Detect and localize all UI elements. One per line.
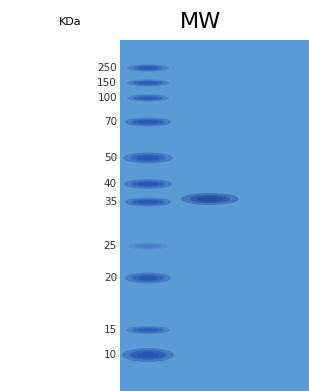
Ellipse shape [124,179,172,189]
Text: 50: 50 [104,153,117,163]
Ellipse shape [137,182,159,186]
Ellipse shape [133,95,163,100]
Ellipse shape [197,196,223,202]
Ellipse shape [131,181,165,188]
Ellipse shape [130,350,166,360]
Ellipse shape [132,199,164,205]
Text: 20: 20 [104,273,117,283]
Ellipse shape [138,97,158,100]
Bar [120,40,309,391]
Text: 10: 10 [104,350,117,360]
Ellipse shape [132,119,164,125]
Ellipse shape [133,81,163,86]
Ellipse shape [138,328,158,332]
Ellipse shape [138,66,158,70]
Ellipse shape [125,197,171,206]
Ellipse shape [138,200,158,204]
Ellipse shape [190,195,230,203]
Ellipse shape [128,242,168,249]
Ellipse shape [138,276,158,280]
Ellipse shape [133,66,163,70]
Text: 40: 40 [104,179,117,189]
Ellipse shape [122,348,174,362]
Ellipse shape [127,79,169,86]
Ellipse shape [139,244,157,248]
Ellipse shape [123,152,173,163]
Text: 250: 250 [97,63,117,73]
Ellipse shape [125,273,171,283]
Ellipse shape [136,352,160,358]
Ellipse shape [137,156,159,160]
Ellipse shape [127,95,169,102]
Ellipse shape [181,193,239,205]
Text: 35: 35 [104,197,117,207]
Ellipse shape [132,274,164,282]
Text: 70: 70 [104,117,117,127]
Ellipse shape [127,65,169,72]
Text: 100: 100 [97,93,117,103]
Ellipse shape [126,326,170,334]
Ellipse shape [130,154,166,162]
Ellipse shape [133,327,163,333]
Text: KDa: KDa [59,17,81,27]
Text: MW: MW [180,12,221,32]
Ellipse shape [125,118,171,127]
Ellipse shape [134,244,162,248]
Ellipse shape [138,81,158,84]
Text: 150: 150 [97,78,117,88]
Text: 25: 25 [104,241,117,251]
Ellipse shape [138,120,158,124]
Text: 15: 15 [104,325,117,335]
